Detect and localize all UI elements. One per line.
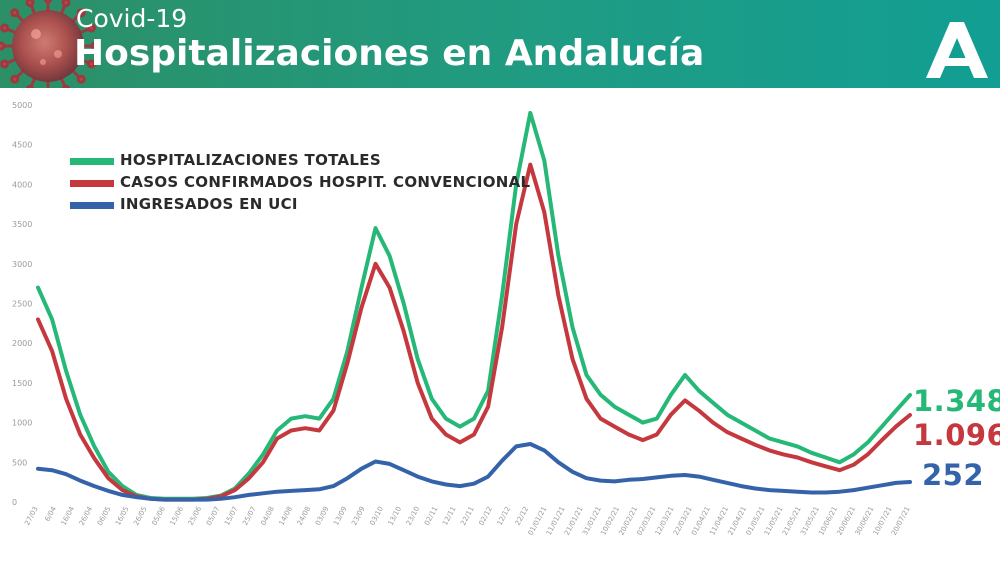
virus-spike-tip <box>86 23 96 33</box>
series-line-total <box>36 110 912 501</box>
x-tick-label: 23/10 <box>405 505 422 527</box>
x-tick-label: 02/12 <box>477 505 494 527</box>
x-tick-label: 15/07 <box>223 505 240 527</box>
virus-spike-tip <box>43 0 53 4</box>
virus-spike-tip <box>0 23 10 33</box>
x-tick-label: 27/03 <box>23 505 40 527</box>
legend-label-convencional: CASOS CONFIRMADOS HOSPIT. CONVENCIONAL <box>120 173 531 191</box>
coronavirus-icon <box>0 0 100 88</box>
virus-spike-tip <box>90 41 100 51</box>
x-tick-label: 25/06 <box>187 505 204 527</box>
x-tick-label: 03/09 <box>314 505 331 527</box>
x-tick-label: 25/07 <box>241 505 258 527</box>
x-tick-label: 26/04 <box>78 505 95 527</box>
page-title: Hospitalizaciones en Andalucía <box>74 33 705 74</box>
x-tick-label: 22/11 <box>459 505 476 527</box>
x-tick-label: 26/05 <box>132 505 149 527</box>
virus-spike-tip <box>61 0 71 8</box>
x-tick-label: 05/07 <box>205 505 222 527</box>
junta-andalucia-logo-icon <box>926 22 988 78</box>
x-tick-label: 14/08 <box>278 505 295 527</box>
virus-spike-tip <box>76 74 86 84</box>
end-value-uci: 252 <box>922 458 985 492</box>
y-tick-label: 3500 <box>12 220 32 229</box>
virus-spike-tip <box>61 84 71 88</box>
y-tick-label: 1500 <box>12 379 32 388</box>
x-tick-label: 22/12 <box>514 505 531 527</box>
legend-label-uci: INGRESADOS EN UCI <box>120 195 298 213</box>
x-tick-label: 04/08 <box>259 505 276 527</box>
x-tick-label: 24/08 <box>296 505 313 527</box>
x-tick-label: 13/10 <box>387 505 404 527</box>
x-tick-label: 16/04 <box>60 505 77 527</box>
x-tick-label: 12/11 <box>441 505 458 527</box>
x-tick-label: 02/11 <box>423 505 440 527</box>
y-tick-label: 500 <box>12 458 27 467</box>
virus-spike-tip <box>0 59 10 69</box>
y-tick-label: 3000 <box>12 260 32 269</box>
x-tick-label: 6/04 <box>43 505 58 523</box>
legend-swatch-total <box>70 158 114 165</box>
virus-spike-tip <box>25 84 35 88</box>
y-tick-label: 1000 <box>12 419 32 428</box>
legend-swatch-convencional <box>70 180 114 187</box>
y-tick-label: 4500 <box>12 141 32 150</box>
header-subtitle: Covid-19 <box>76 4 188 33</box>
x-tick-label: 20/07/21 <box>890 505 912 537</box>
x-tick-label: 13/09 <box>332 505 349 527</box>
legend-swatch-uci <box>70 202 114 209</box>
x-tick-label: 06/05 <box>96 505 113 527</box>
chart-area: 0 500 1000 1500 2000 2500 3000 3500 4000 4500 5000… <box>12 101 912 537</box>
virus-spike-tip <box>10 8 20 18</box>
x-tick-label: 03/10 <box>368 505 385 527</box>
y-tick-label: 4000 <box>12 180 32 189</box>
y-tick-label: 5000 <box>12 101 32 110</box>
y-tick-label: 2500 <box>12 300 32 309</box>
x-tick-label: 23/09 <box>350 505 367 527</box>
virus-spike-tip <box>0 41 6 51</box>
header-banner: Covid-19 Hospitalizaciones en Andalucía <box>0 0 1000 88</box>
x-tick-label: 16/05 <box>114 505 131 527</box>
x-tick-label: 15/06 <box>169 505 186 527</box>
series-line-uci <box>36 442 912 502</box>
virus-spike-tip <box>86 59 96 69</box>
legend-label-total: HOSPITALIZACIONES TOTALES <box>120 151 381 169</box>
x-tick-label: 05/06 <box>150 505 167 527</box>
end-value-convencional: 1.096 <box>913 418 1000 452</box>
virus-spike-tip <box>10 74 20 84</box>
virus-spike-tip <box>25 0 35 8</box>
y-tick-label: 2000 <box>12 339 32 348</box>
x-tick-label: 12/12 <box>496 505 513 527</box>
virus-spike-tip <box>76 8 86 18</box>
y-tick-label: 0 <box>12 498 17 507</box>
end-value-total: 1.348 <box>913 384 1000 418</box>
series-line-convencional <box>36 162 912 502</box>
